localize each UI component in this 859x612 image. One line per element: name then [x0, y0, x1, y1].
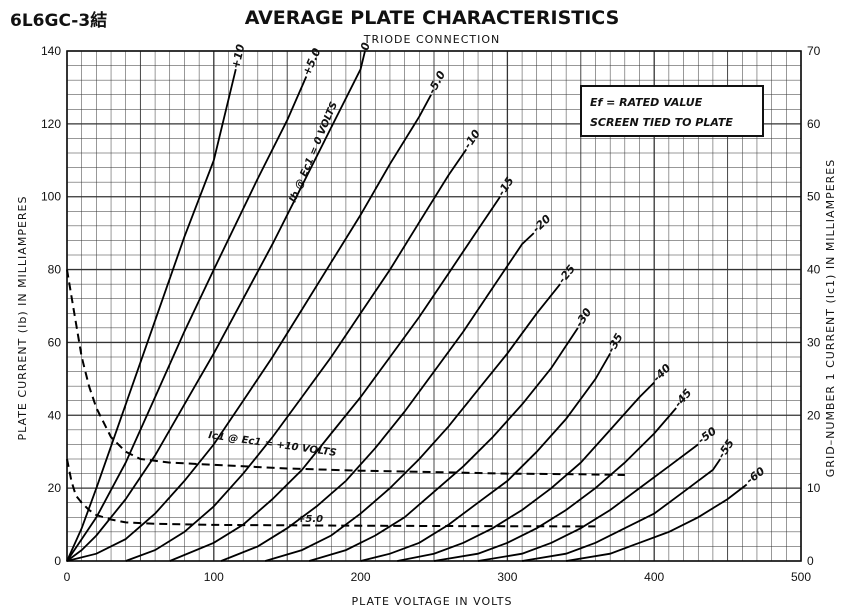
curve-label: -35: [605, 331, 626, 355]
curve-label: -20: [530, 212, 554, 235]
y-right-tick-label: 50: [807, 190, 821, 204]
plate-curve: [433, 407, 677, 562]
curve-label: -15: [495, 174, 517, 198]
curve-label: -60: [744, 464, 768, 487]
plate-curve: [125, 148, 468, 562]
plate-curve: [360, 352, 611, 562]
plate-curve: [565, 483, 748, 562]
y-tick-label: 120: [41, 117, 61, 131]
tube-label: 6L6GC-3結: [10, 11, 108, 31]
x-tick-label: 500: [791, 570, 811, 584]
curve-label: -50: [695, 424, 719, 447]
curve-label: -5.0: [425, 68, 448, 96]
y-tick-label: 60: [48, 335, 62, 349]
y-axis-label: PLATE CURRENT (Ib) IN MILLIAMPERES: [16, 196, 29, 441]
plate-current-curves: +10 +5.0 0-5.0-10-15-20-25-30-35-40-45-50-…: [66, 41, 768, 562]
y-tick-label: 40: [48, 408, 62, 422]
plate-curve: [477, 443, 699, 562]
conditions-box: Ef = RATED VALUE SCREEN TIED TO PLATE: [580, 85, 764, 137]
y-right-tick-label: 20: [807, 408, 821, 422]
x-tick-label: 200: [351, 570, 371, 584]
plate-curve: [521, 458, 722, 562]
curve-label: 0: [358, 41, 373, 52]
plate-curve: [264, 283, 561, 562]
y-right-tick-label: 60: [807, 117, 821, 131]
x-axis-label: PLATE VOLTAGE IN VOLTS: [352, 595, 513, 608]
y-tick-label: 100: [41, 190, 61, 204]
annotation-ib-ec1-0: Ib @ Ec1 = 0 VOLTS: [288, 100, 340, 204]
y-right-tick-label: 30: [807, 335, 821, 349]
y-axis-right-label: GRID–NUMBER 1 CURRENT (Ic1) IN MILLIAMPE…: [824, 159, 837, 477]
chart-subtitle: TRIODE CONNECTION: [363, 33, 500, 46]
y-right-tick-label: 0: [807, 554, 814, 568]
y-tick-label: 20: [48, 481, 62, 495]
y-right-tick-label: 10: [807, 481, 821, 495]
plate-curve: [397, 381, 655, 562]
curve-label: -10: [461, 127, 483, 151]
condition-screen: SCREEN TIED TO PLATE: [590, 116, 733, 129]
plate-curve: [66, 68, 237, 562]
grid-current-curves: [66, 269, 625, 528]
x-tick-label: 0: [64, 570, 71, 584]
chart-title: AVERAGE PLATE CHARACTERISTICS: [245, 7, 620, 29]
curve-label: +10: [229, 43, 247, 70]
plate-curve: [308, 327, 579, 562]
plate-curve: [66, 50, 366, 562]
plate-curve: [66, 76, 308, 562]
curve-label: -55: [715, 437, 737, 461]
grid-current-curve: [66, 269, 625, 476]
y-tick-label: 80: [48, 263, 62, 277]
y-right-tick-label: 40: [807, 263, 821, 277]
plate-curve: [169, 196, 501, 562]
y-tick-label: 140: [41, 44, 61, 58]
grid-current-curve: [66, 458, 596, 528]
x-tick-label: 100: [204, 570, 224, 584]
x-tick-label: 300: [497, 570, 517, 584]
plate-curve: [66, 94, 432, 562]
curve-label: -45: [672, 386, 695, 410]
curve-label: -25: [555, 262, 578, 286]
axis-ticks: 0 100 200 300 400 500020406080100120140010203…: [41, 44, 821, 584]
annotation-ic1-5: +5.0: [297, 514, 323, 525]
y-right-tick-label: 70: [807, 44, 821, 58]
curve-label: -30: [573, 306, 595, 330]
plate-curve: [220, 232, 535, 562]
y-tick-label: 0: [54, 554, 61, 568]
condition-filament: Ef = RATED VALUE: [590, 96, 703, 109]
x-tick-label: 400: [644, 570, 664, 584]
